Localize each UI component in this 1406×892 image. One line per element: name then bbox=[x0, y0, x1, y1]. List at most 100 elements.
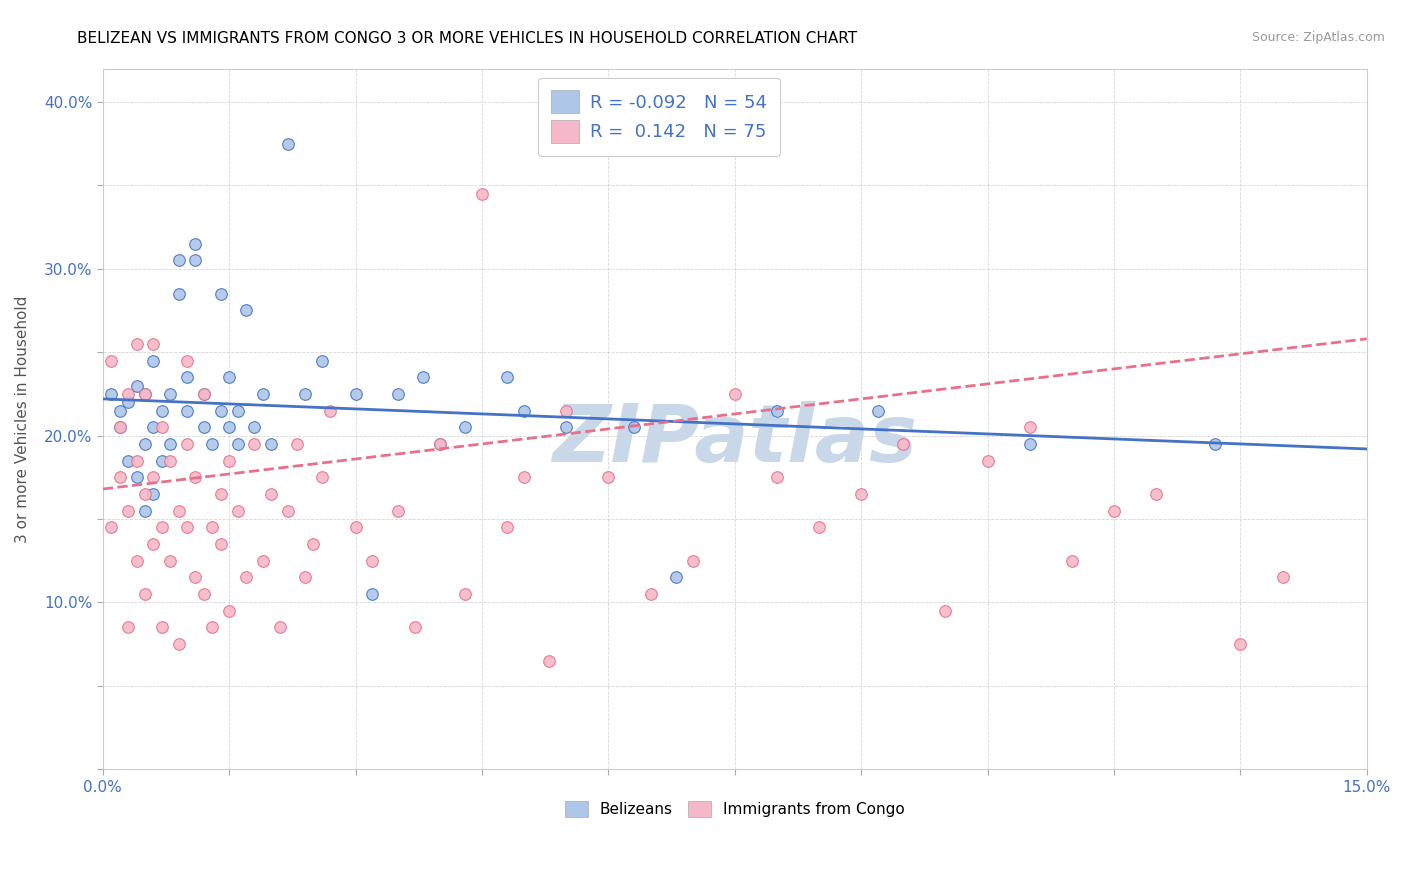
Text: ZIPatlas: ZIPatlas bbox=[553, 401, 917, 479]
Point bbox=[1060, 554, 1083, 568]
Point bbox=[252, 554, 274, 568]
Point bbox=[117, 620, 139, 634]
Point bbox=[150, 620, 173, 634]
Point bbox=[201, 437, 224, 451]
Point bbox=[184, 236, 207, 251]
Point bbox=[387, 387, 409, 401]
Point bbox=[176, 403, 198, 417]
Point bbox=[976, 453, 998, 467]
Point bbox=[226, 437, 249, 451]
Point bbox=[404, 620, 426, 634]
Point bbox=[226, 403, 249, 417]
Point bbox=[142, 537, 165, 551]
Point bbox=[1271, 570, 1294, 584]
Point bbox=[598, 470, 620, 484]
Point bbox=[555, 403, 578, 417]
Point bbox=[134, 487, 156, 501]
Point bbox=[513, 470, 536, 484]
Point bbox=[429, 437, 451, 451]
Point bbox=[1102, 504, 1125, 518]
Point bbox=[243, 420, 266, 434]
Point bbox=[100, 520, 122, 534]
Point bbox=[277, 136, 299, 151]
Point bbox=[117, 453, 139, 467]
Point bbox=[766, 403, 789, 417]
Point bbox=[167, 504, 190, 518]
Point bbox=[1144, 487, 1167, 501]
Point bbox=[344, 387, 367, 401]
Point bbox=[235, 303, 257, 318]
Point bbox=[538, 654, 561, 668]
Point bbox=[294, 570, 316, 584]
Point bbox=[125, 470, 148, 484]
Point bbox=[226, 504, 249, 518]
Point bbox=[868, 403, 890, 417]
Point bbox=[1018, 420, 1040, 434]
Point bbox=[387, 504, 409, 518]
Point bbox=[319, 403, 342, 417]
Point bbox=[454, 587, 477, 601]
Point bbox=[159, 387, 181, 401]
Point bbox=[496, 370, 519, 384]
Point bbox=[513, 403, 536, 417]
Point bbox=[1018, 437, 1040, 451]
Point bbox=[150, 453, 173, 467]
Point bbox=[471, 186, 494, 201]
Point bbox=[134, 387, 156, 401]
Point bbox=[193, 587, 215, 601]
Point bbox=[243, 437, 266, 451]
Point bbox=[184, 570, 207, 584]
Point bbox=[184, 470, 207, 484]
Point bbox=[150, 420, 173, 434]
Point bbox=[851, 487, 873, 501]
Point bbox=[640, 587, 662, 601]
Point bbox=[311, 353, 333, 368]
Point bbox=[142, 420, 165, 434]
Point bbox=[302, 537, 325, 551]
Point bbox=[934, 604, 956, 618]
Text: BELIZEAN VS IMMIGRANTS FROM CONGO 3 OR MORE VEHICLES IN HOUSEHOLD CORRELATION CH: BELIZEAN VS IMMIGRANTS FROM CONGO 3 OR M… bbox=[77, 31, 858, 46]
Point bbox=[134, 387, 156, 401]
Point bbox=[125, 336, 148, 351]
Point bbox=[269, 620, 291, 634]
Point bbox=[682, 554, 704, 568]
Point bbox=[218, 453, 240, 467]
Point bbox=[125, 378, 148, 392]
Point bbox=[260, 487, 283, 501]
Point bbox=[117, 504, 139, 518]
Point bbox=[100, 353, 122, 368]
Point bbox=[252, 387, 274, 401]
Point bbox=[1229, 637, 1251, 651]
Point bbox=[176, 370, 198, 384]
Point bbox=[184, 253, 207, 268]
Point bbox=[108, 403, 131, 417]
Point bbox=[159, 437, 181, 451]
Point bbox=[724, 387, 747, 401]
Point bbox=[134, 504, 156, 518]
Point bbox=[808, 520, 831, 534]
Point bbox=[235, 570, 257, 584]
Point bbox=[134, 587, 156, 601]
Point bbox=[193, 420, 215, 434]
Point bbox=[454, 420, 477, 434]
Point bbox=[218, 370, 240, 384]
Point bbox=[260, 437, 283, 451]
Point bbox=[209, 487, 232, 501]
Point bbox=[167, 253, 190, 268]
Point bbox=[142, 487, 165, 501]
Point bbox=[209, 403, 232, 417]
Point bbox=[167, 637, 190, 651]
Point bbox=[176, 437, 198, 451]
Point bbox=[159, 554, 181, 568]
Y-axis label: 3 or more Vehicles in Household: 3 or more Vehicles in Household bbox=[15, 295, 30, 542]
Point bbox=[100, 387, 122, 401]
Point bbox=[294, 387, 316, 401]
Point bbox=[108, 470, 131, 484]
Point bbox=[429, 437, 451, 451]
Point bbox=[134, 437, 156, 451]
Point bbox=[108, 420, 131, 434]
Point bbox=[117, 387, 139, 401]
Point bbox=[193, 387, 215, 401]
Point bbox=[142, 470, 165, 484]
Point bbox=[142, 336, 165, 351]
